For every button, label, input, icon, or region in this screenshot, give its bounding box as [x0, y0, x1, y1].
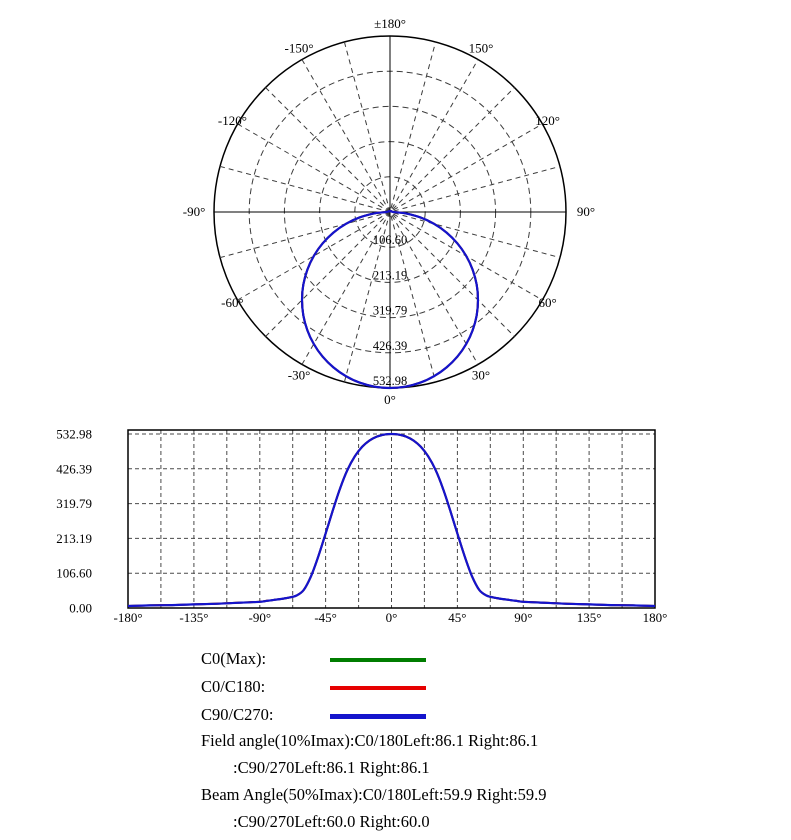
x-axis-tick-label: 0° — [386, 610, 398, 625]
polar-angle-label: -150° — [284, 40, 313, 55]
polar-spoke — [343, 41, 437, 383]
y-axis-tick-label: 213.19 — [56, 531, 92, 546]
polar-radial-label: 426.39 — [373, 339, 407, 353]
x-axis-tick-label: 135° — [577, 610, 602, 625]
legend-label-c0c180: C0/C180: — [201, 677, 266, 696]
polar-angle-label: 0° — [384, 392, 396, 407]
polar-radial-label: 106.60 — [373, 233, 407, 247]
polar-angle-label: 30° — [472, 368, 490, 383]
legend-line-red — [330, 686, 426, 691]
legend-line-green — [330, 658, 426, 663]
polar-radial-label: 213.19 — [373, 268, 407, 282]
cartesian-plot-border — [127, 429, 656, 609]
beam-angle-line-c90: :C90/270Left:60.0 Right:60.0 — [233, 812, 430, 831]
y-axis-tick-label: 319.79 — [56, 496, 92, 511]
legend-item-c0max: C0(Max): — [201, 649, 426, 671]
polar-angle-label: -30° — [288, 368, 311, 383]
polar-curve-c90c270 — [300, 209, 480, 390]
legend-item-c90c270: C90/C270: — [201, 705, 426, 727]
polar-angle-label: -60° — [221, 295, 244, 310]
polar-radial-label: 319.79 — [373, 304, 407, 318]
x-axis-tick-label: -90° — [249, 610, 272, 625]
x-axis-tick-label: 90° — [514, 610, 532, 625]
x-axis-tick-label: -45° — [314, 610, 337, 625]
charts-svg: ±180° -150° 150° -120° 120° -90° 90° -60° 60° -30… — [56, 16, 667, 626]
polar-spoke — [343, 41, 437, 383]
polar-angle-label: 120° — [535, 113, 560, 128]
y-axis-tick-label: 532.98 — [56, 427, 92, 442]
beam-angle-line-c0: Beam Angle(50%Imax):C0/180Left:59.9 Righ… — [201, 785, 547, 804]
x-axis-tick-label: -180° — [113, 610, 142, 625]
x-axis-tick-label: 180° — [643, 610, 668, 625]
y-axis-tick-label: 106.60 — [56, 566, 92, 581]
x-axis-tick-label: 45° — [448, 610, 466, 625]
legend-item-c0c180: C0/C180: — [201, 677, 426, 699]
y-axis-tick-label: 426.39 — [56, 461, 92, 476]
polar-spoke — [265, 87, 515, 337]
polar-angle-label: -90° — [183, 204, 206, 219]
polar-spoke — [219, 165, 561, 259]
polar-angle-label: 90° — [577, 204, 595, 219]
x-axis-tick-label: -135° — [179, 610, 208, 625]
polar-chart: ±180° -150° 150° -120° 120° -90° 90° -60° 60° -30… — [183, 16, 595, 407]
field-angle-line-c90: :C90/270Left:86.1 Right:86.1 — [233, 758, 430, 777]
polar-spoke — [219, 165, 561, 259]
cartesian-curve-c90c270 — [127, 432, 656, 608]
legend-label-c90c270: C90/C270: — [201, 705, 274, 724]
polar-spoke — [265, 87, 515, 337]
cartesian-chart: -180° -135° -90° -45° 0° 45° 90° 135° 180° 532.98… — [56, 427, 667, 626]
field-angle-line-c0: Field angle(10%Imax):C0/180Left:86.1 Rig… — [201, 731, 539, 750]
polar-angle-label: 150° — [469, 40, 494, 55]
y-axis-tick-label: 0.00 — [69, 601, 92, 616]
legend-line-blue — [330, 713, 426, 719]
polar-radial-label: 532.98 — [373, 374, 407, 388]
polar-angle-label: ±180° — [374, 16, 406, 31]
polar-angle-label: -120° — [218, 113, 247, 128]
legend-label-c0max: C0(Max): — [201, 649, 267, 668]
polar-angle-label: 60° — [538, 295, 556, 310]
